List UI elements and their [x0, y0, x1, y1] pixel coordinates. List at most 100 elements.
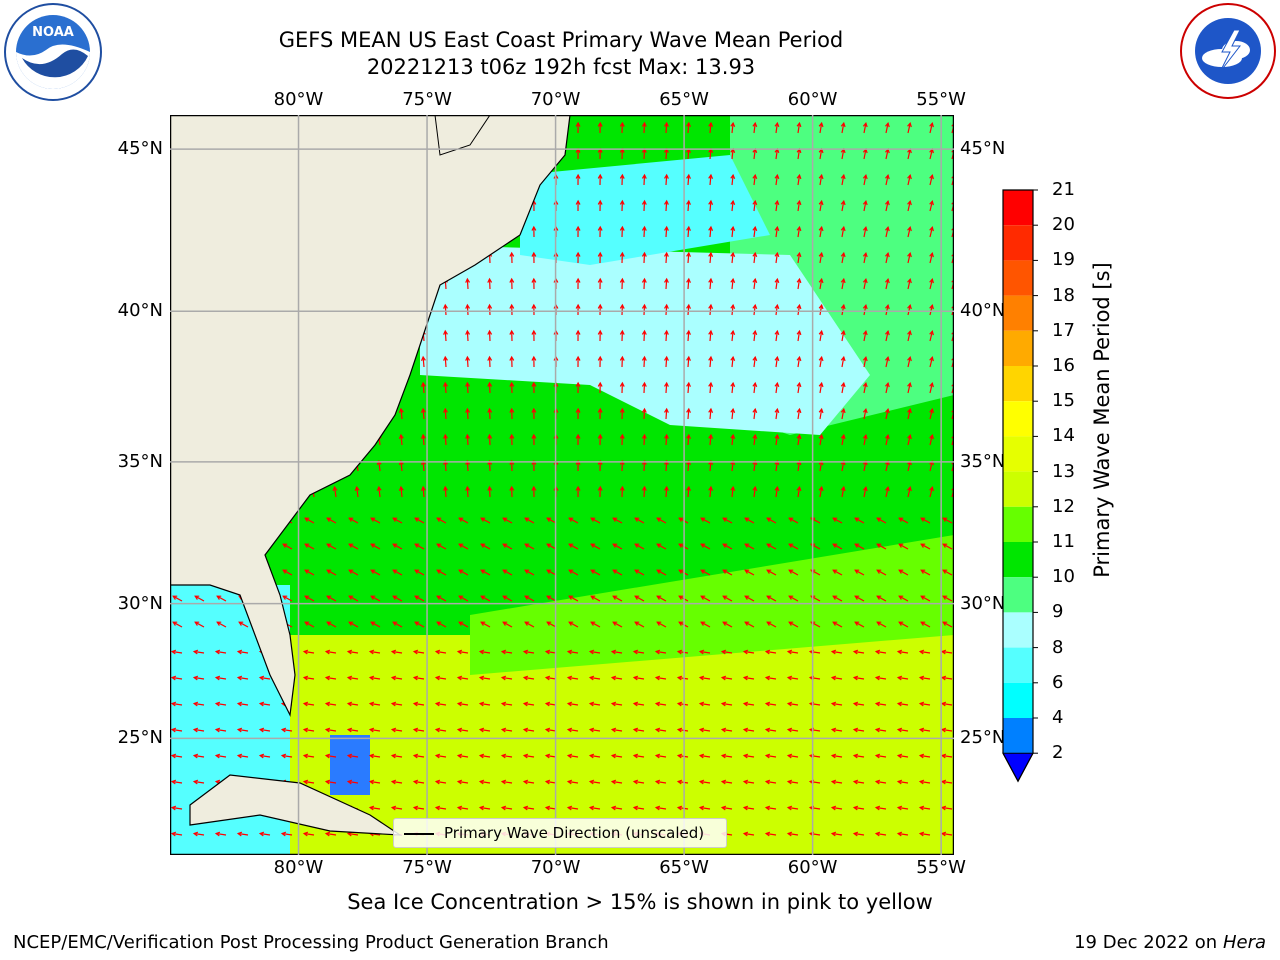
wave-arrow — [907, 304, 912, 316]
wave-arrow — [575, 485, 581, 498]
wave-arrow — [752, 485, 758, 498]
wave-arrow — [641, 407, 647, 420]
wave-arrow — [500, 753, 513, 759]
wave-arrow — [346, 649, 359, 655]
wave-arrow — [876, 569, 887, 576]
wave-arrow — [708, 225, 714, 238]
wave-arrow — [641, 277, 647, 290]
wave-arrow — [575, 407, 581, 420]
wave-arrow — [390, 805, 403, 811]
wave-arrow — [730, 277, 736, 290]
wave-arrow — [487, 303, 493, 316]
longitude-label-top: 55°W — [916, 89, 966, 110]
wave-arrow — [840, 459, 846, 472]
wave-arrow — [443, 485, 448, 498]
wave-arrow — [840, 121, 846, 134]
wave-arrow — [192, 701, 205, 707]
wave-arrow — [487, 433, 493, 446]
longitude-label-bottom: 65°W — [659, 857, 709, 878]
wave-arrow — [368, 779, 381, 785]
wave-arrow — [700, 569, 711, 576]
wave-arrow — [588, 779, 601, 785]
wave-arrow — [509, 329, 515, 342]
wave-arrow — [796, 433, 802, 446]
wave-arrow — [654, 649, 667, 655]
wave-arrow — [764, 675, 777, 681]
wave-arrow — [686, 381, 691, 394]
wave-arrow — [862, 277, 868, 290]
wave-arrow — [597, 173, 603, 186]
wave-arrow — [796, 225, 802, 238]
wave-arrow — [641, 485, 647, 498]
wave-arrow — [390, 753, 403, 759]
wave-arrow — [214, 675, 227, 681]
wave-arrow — [774, 173, 780, 186]
wave-arrow — [478, 649, 491, 655]
wave-arrow — [874, 675, 887, 681]
wave-arrow — [766, 517, 777, 524]
wave-arrow — [720, 675, 733, 681]
wave-arrow — [610, 753, 623, 759]
wave-arrow — [478, 753, 491, 759]
wave-arrow — [368, 727, 381, 733]
colorbar-tick: 8 — [1052, 636, 1064, 658]
wave-arrow — [412, 727, 425, 733]
wave-arrow — [465, 329, 471, 342]
wave-arrow — [698, 675, 711, 681]
wave-arrow — [487, 485, 493, 498]
wave-arrow — [531, 485, 537, 498]
wave-arrow — [664, 303, 669, 316]
wave-arrow — [258, 675, 271, 681]
wave-arrow — [876, 621, 887, 628]
wave-arrow — [632, 779, 645, 785]
sea-ice-note: Sea Ice Concentration > 15% is shown in … — [347, 890, 933, 914]
wave-arrow — [898, 621, 909, 628]
wave-arrow — [862, 381, 868, 394]
wave-arrow — [634, 517, 645, 524]
wave-arrow — [766, 621, 777, 628]
wave-arrow — [766, 569, 777, 576]
wave-arrow — [766, 543, 777, 550]
colorbar-segment — [1003, 471, 1033, 507]
colorbar-tick: 14 — [1052, 425, 1075, 447]
wave-arrow — [632, 753, 645, 759]
wave-arrow — [884, 433, 890, 446]
wave-arrow — [840, 381, 846, 394]
wave-arrow — [730, 173, 736, 186]
longitude-label-top: 80°W — [273, 89, 324, 110]
wave-arrow — [398, 407, 404, 420]
wave-arrow — [612, 543, 623, 550]
wave-arrow — [940, 753, 953, 759]
wave-arrow — [443, 329, 448, 342]
wave-arrow — [324, 649, 337, 655]
wave-arrow — [443, 303, 448, 316]
colorbar-tick: 21 — [1052, 179, 1075, 200]
wave-arrow — [575, 329, 581, 342]
wave-arrow — [412, 753, 425, 759]
wave-arrow — [818, 251, 824, 264]
wave-arrow — [632, 727, 645, 733]
wave-arrow — [588, 701, 601, 707]
wave-arrow — [708, 355, 714, 368]
wave-arrow — [436, 621, 447, 628]
wave-arrow — [575, 355, 581, 368]
wave-arrow — [830, 753, 843, 759]
wave-arrow — [216, 621, 227, 628]
wave-arrow — [862, 225, 868, 238]
wave-arrow — [282, 543, 293, 550]
wave-arrow — [398, 459, 404, 472]
colorbar — [1002, 189, 1038, 783]
wave-arrow — [434, 753, 447, 759]
wave-arrow — [634, 621, 645, 628]
wave-arrow — [832, 517, 843, 524]
colorbar-segment — [1003, 295, 1033, 331]
wave-arrow — [752, 407, 758, 420]
wave-arrow — [597, 407, 603, 420]
wave-arrow — [531, 407, 537, 420]
wave-arrow — [443, 433, 448, 446]
wave-arrow — [664, 433, 669, 446]
wave-arrow — [420, 433, 426, 446]
wave-arrow — [664, 381, 669, 394]
wave-arrow — [326, 569, 337, 576]
wave-arrow — [236, 701, 249, 707]
